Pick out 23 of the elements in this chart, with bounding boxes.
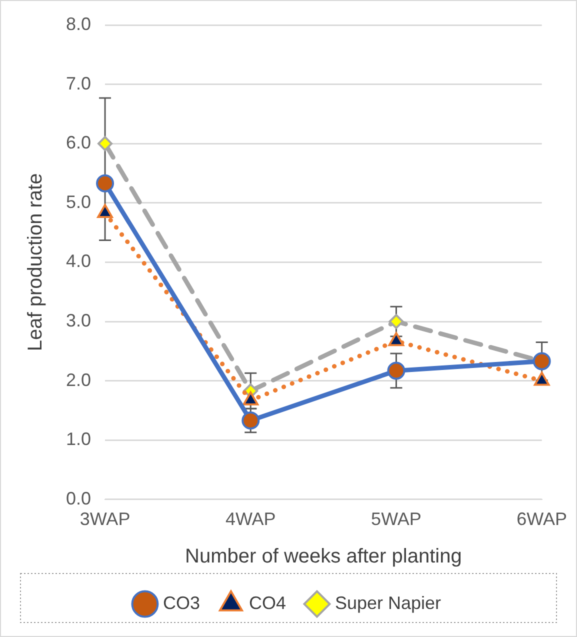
y-tick-label: 3.0 [66,310,92,330]
x-axis-title: Number of weeks after planting [185,546,462,568]
x-tick-label: 4WAP [225,509,276,530]
y-tick-label: 2.0 [66,370,92,390]
y-tick-label: 0.0 [66,488,92,508]
y-tick-label: 7.0 [66,73,92,94]
point [242,412,260,430]
point [388,314,404,329]
y-tick-label: 1.0 [66,429,92,450]
point [387,362,406,380]
y-tick-label: 4.0 [66,251,92,272]
legend-label: CO3 [162,592,200,613]
y-axis-title: Leaf production rate [24,173,47,352]
point [96,174,114,192]
point [98,136,113,152]
x-tick-label: 3WAP [80,509,130,530]
y-tick-label: 5.0 [66,192,92,212]
legend-label: CO4 [248,592,286,613]
y-tick-label: 6.0 [66,132,92,153]
x-tick-label: 6WAP [516,509,567,530]
x-tick-label: 5WAP [371,509,422,530]
legend-label: Super Napier [334,592,442,613]
y-tick-label: 8.0 [66,14,92,34]
